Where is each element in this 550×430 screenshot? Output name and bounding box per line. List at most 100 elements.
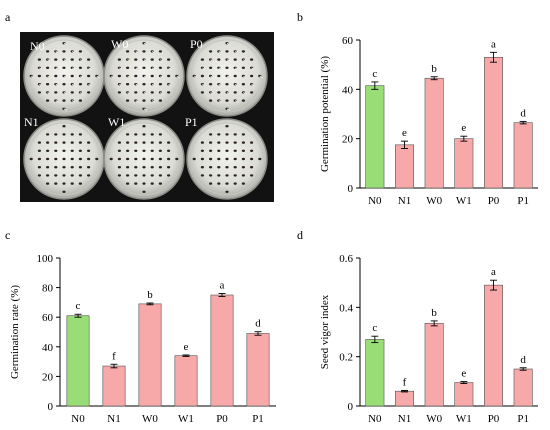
bar [246, 333, 270, 407]
bar [174, 355, 198, 407]
seed-grid [109, 42, 181, 112]
seed-grid [109, 125, 179, 193]
bar [138, 303, 162, 407]
significance-letter: c [76, 300, 81, 312]
error-bar [218, 293, 226, 297]
y-tick-label: 0 [348, 401, 354, 413]
significance-letter: c [372, 322, 377, 334]
x-tick-label: N1 [107, 413, 120, 425]
bar [395, 390, 414, 407]
y-tick-label: 60 [42, 312, 54, 324]
x-tick-label: P0 [488, 195, 500, 207]
petri-dish [186, 35, 268, 117]
error-bar [371, 81, 379, 90]
panel-letter-d: d [297, 228, 303, 242]
error-bar [490, 279, 497, 291]
x-tick-label: N0 [368, 195, 382, 207]
x-tick-label: W1 [456, 195, 472, 207]
error-bar [401, 390, 408, 393]
y-tick-label: 40 [42, 342, 54, 354]
x-tick-label: N0 [368, 413, 382, 425]
chart-germination-potential: 0 20 40 60 Germination potential (%) c N0 e N1 b W… [290, 30, 545, 215]
bar [484, 56, 503, 189]
significance-letter: c [372, 68, 377, 80]
error-bar [182, 354, 190, 357]
x-tick-label: P1 [517, 195, 529, 207]
y-tick-label: 80 [42, 283, 54, 295]
petri-dish-photo: N0 W0 P0 N1 W1 P1 [20, 32, 274, 202]
y-tick-label: 0.4 [339, 302, 353, 314]
plate-label-w1: W1 [108, 115, 125, 129]
significance-letter: e [184, 341, 189, 353]
panel-letter-a: a [5, 10, 11, 24]
x-tick-label: P1 [517, 413, 529, 425]
chart-seed-vigor-index-svg: 0 0.2 0.4 0.6 Seed vigor index c N0 f N1 b W0 e W1 a P… [319, 253, 538, 425]
significance-letter: a [491, 38, 496, 50]
chart-germination-potential-svg: 0 20 40 60 Germination potential (%) c N0 e N1 b W… [319, 35, 538, 207]
error-bar [401, 140, 408, 149]
chart-germination-rate: 0 20 40 60 80 100 Germination rate (%) c N0 f N1 b W… [0, 245, 282, 430]
panel-letter-b: b [297, 10, 303, 24]
error-bar [490, 51, 497, 63]
y-axis-label: Germination potential (%) [319, 56, 331, 172]
x-tick-label: N1 [398, 413, 411, 425]
error-bar [146, 302, 154, 306]
bar [513, 122, 533, 189]
x-tick-label: P0 [488, 413, 500, 425]
seed-grid [192, 125, 262, 193]
error-bar [371, 335, 379, 344]
y-axis-label: Germination rate (%) [9, 285, 21, 379]
y-tick-label: 20 [42, 371, 54, 383]
error-bar [460, 381, 468, 385]
y-axis-label: Seed vigor index [319, 294, 331, 369]
x-tick-label: W0 [426, 413, 442, 425]
error-bar [519, 367, 527, 371]
seed-grid [29, 125, 99, 193]
petri-dish [103, 118, 185, 200]
bar [66, 315, 90, 407]
x-tick-label: W1 [456, 413, 472, 425]
y-tick-label: 40 [342, 84, 354, 96]
significance-letter: b [147, 289, 153, 301]
significance-letter: a [491, 266, 496, 278]
bar [365, 85, 385, 189]
bar [365, 339, 385, 407]
y-tick-label: 100 [37, 253, 54, 265]
x-tick-label: P0 [216, 413, 228, 425]
significance-letter: b [431, 307, 437, 319]
panel-letter-c: c [5, 228, 11, 242]
bar [513, 368, 533, 407]
significance-letter: f [403, 376, 407, 388]
plate-label-p1: P1 [185, 115, 198, 129]
error-bar [254, 331, 262, 336]
x-tick-label: N1 [398, 195, 411, 207]
significance-letter: e [402, 127, 407, 139]
plate-label-p0: P0 [190, 37, 203, 51]
significance-letter: a [220, 280, 225, 292]
error-bar [460, 135, 468, 142]
significance-letter: e [461, 122, 466, 134]
significance-letter: b [431, 63, 437, 75]
chart-germination-rate-svg: 0 20 40 60 80 100 Germination rate (%) c N0 f N1 b W… [9, 253, 276, 425]
error-bar [430, 320, 438, 327]
bar [210, 294, 234, 407]
bar [102, 365, 126, 407]
y-tick-label: 60 [342, 35, 354, 47]
seed-grid [192, 42, 264, 112]
error-bar [430, 76, 438, 81]
error-bar [110, 363, 118, 369]
significance-letter: f [112, 350, 116, 362]
bar [454, 138, 474, 189]
significance-letter: e [461, 368, 466, 380]
petri-dish-photo-drawing: N0 W0 P0 N1 W1 P1 [23, 35, 268, 200]
significance-letter: d [520, 107, 526, 119]
plate-label-n1: N1 [24, 115, 39, 129]
x-tick-label: P1 [252, 413, 264, 425]
petri-dish [103, 35, 185, 117]
y-tick-label: 0.2 [339, 352, 353, 364]
plate-label-w0: W0 [111, 37, 128, 51]
significance-letter: d [520, 354, 526, 366]
petri-dish [186, 118, 268, 200]
y-tick-label: 0 [348, 183, 354, 195]
petri-dish [23, 118, 105, 200]
